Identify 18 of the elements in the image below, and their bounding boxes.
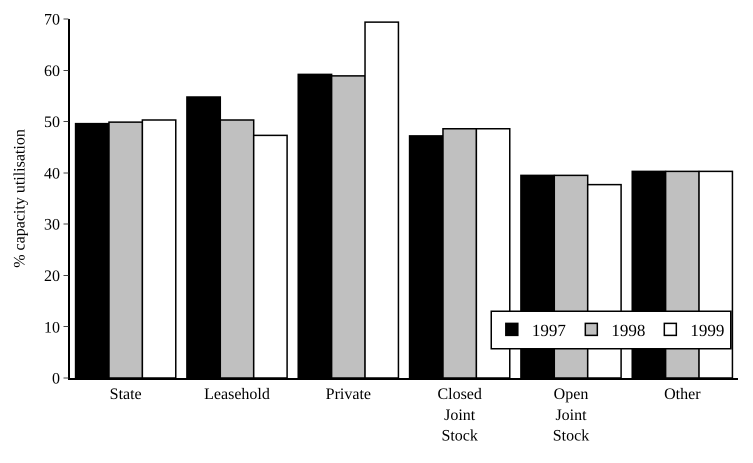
y-axis-title: % capacity utilisation: [11, 129, 28, 268]
x-tick-label: Open Joint Stock: [552, 386, 590, 445]
x-tick-label: State: [110, 386, 142, 403]
y-tick-label: 0: [52, 370, 60, 388]
x-tick-label: Other: [664, 386, 702, 403]
y-tick-label: 20: [44, 268, 60, 286]
y-tick-label: 50: [44, 114, 60, 132]
legend-label: 1997: [532, 320, 566, 340]
legend-label: 1999: [690, 320, 724, 340]
y-tick-label: 10: [44, 319, 60, 336]
legend-label: 1998: [611, 320, 646, 340]
y-tick-label: 30: [44, 216, 60, 234]
y-tick-label: 40: [44, 165, 60, 182]
x-tick-label: Private: [326, 386, 371, 403]
y-tick-label: 70: [44, 12, 60, 29]
y-tick-label: 60: [44, 62, 60, 80]
x-tick-label: Closed Joint Stock: [437, 386, 482, 445]
x-tick-label: Leasehold: [204, 386, 270, 403]
